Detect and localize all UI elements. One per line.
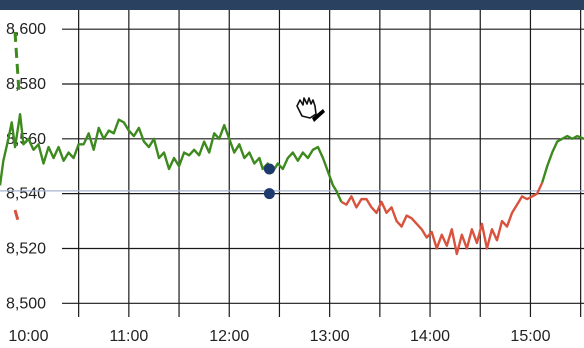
x-tick-label: 13:00 (310, 328, 350, 343)
series-segment (541, 134, 584, 184)
grid (62, 10, 584, 317)
x-tick-label: 10:00 (8, 328, 48, 343)
intraday-chart[interactable]: 8,600 8,580 8,560 8,540 8,520 8,500 10:00 11:0… (0, 10, 584, 345)
price-series (0, 112, 584, 256)
y-tick-label: 8,500 (6, 295, 46, 312)
x-axis-ticks: 10:00 11:00 12:00 13:00 14:00 15:00 (8, 328, 550, 345)
left-edge-fragments (13, 31, 21, 225)
y-tick-label: 8,540 (6, 186, 46, 203)
series-segment (340, 182, 544, 256)
data-marker (263, 188, 275, 200)
edge-fragment (13, 209, 21, 225)
y-tick-label: 8,520 (6, 240, 46, 257)
x-tick-label: 12:00 (209, 328, 249, 343)
x-tick-label: 11:00 (109, 328, 148, 343)
y-tick-label: 8,600 (6, 21, 46, 38)
series-segment (0, 112, 343, 203)
edge-fragment (13, 31, 21, 93)
x-tick-label: 15:00 (510, 328, 550, 343)
data-marker (263, 163, 275, 175)
data-markers (263, 163, 275, 200)
top-bar (0, 0, 584, 10)
y-tick-label: 8,580 (6, 76, 46, 93)
grab-hand-icon (292, 92, 332, 132)
x-tick-label: 14:00 (410, 328, 450, 343)
